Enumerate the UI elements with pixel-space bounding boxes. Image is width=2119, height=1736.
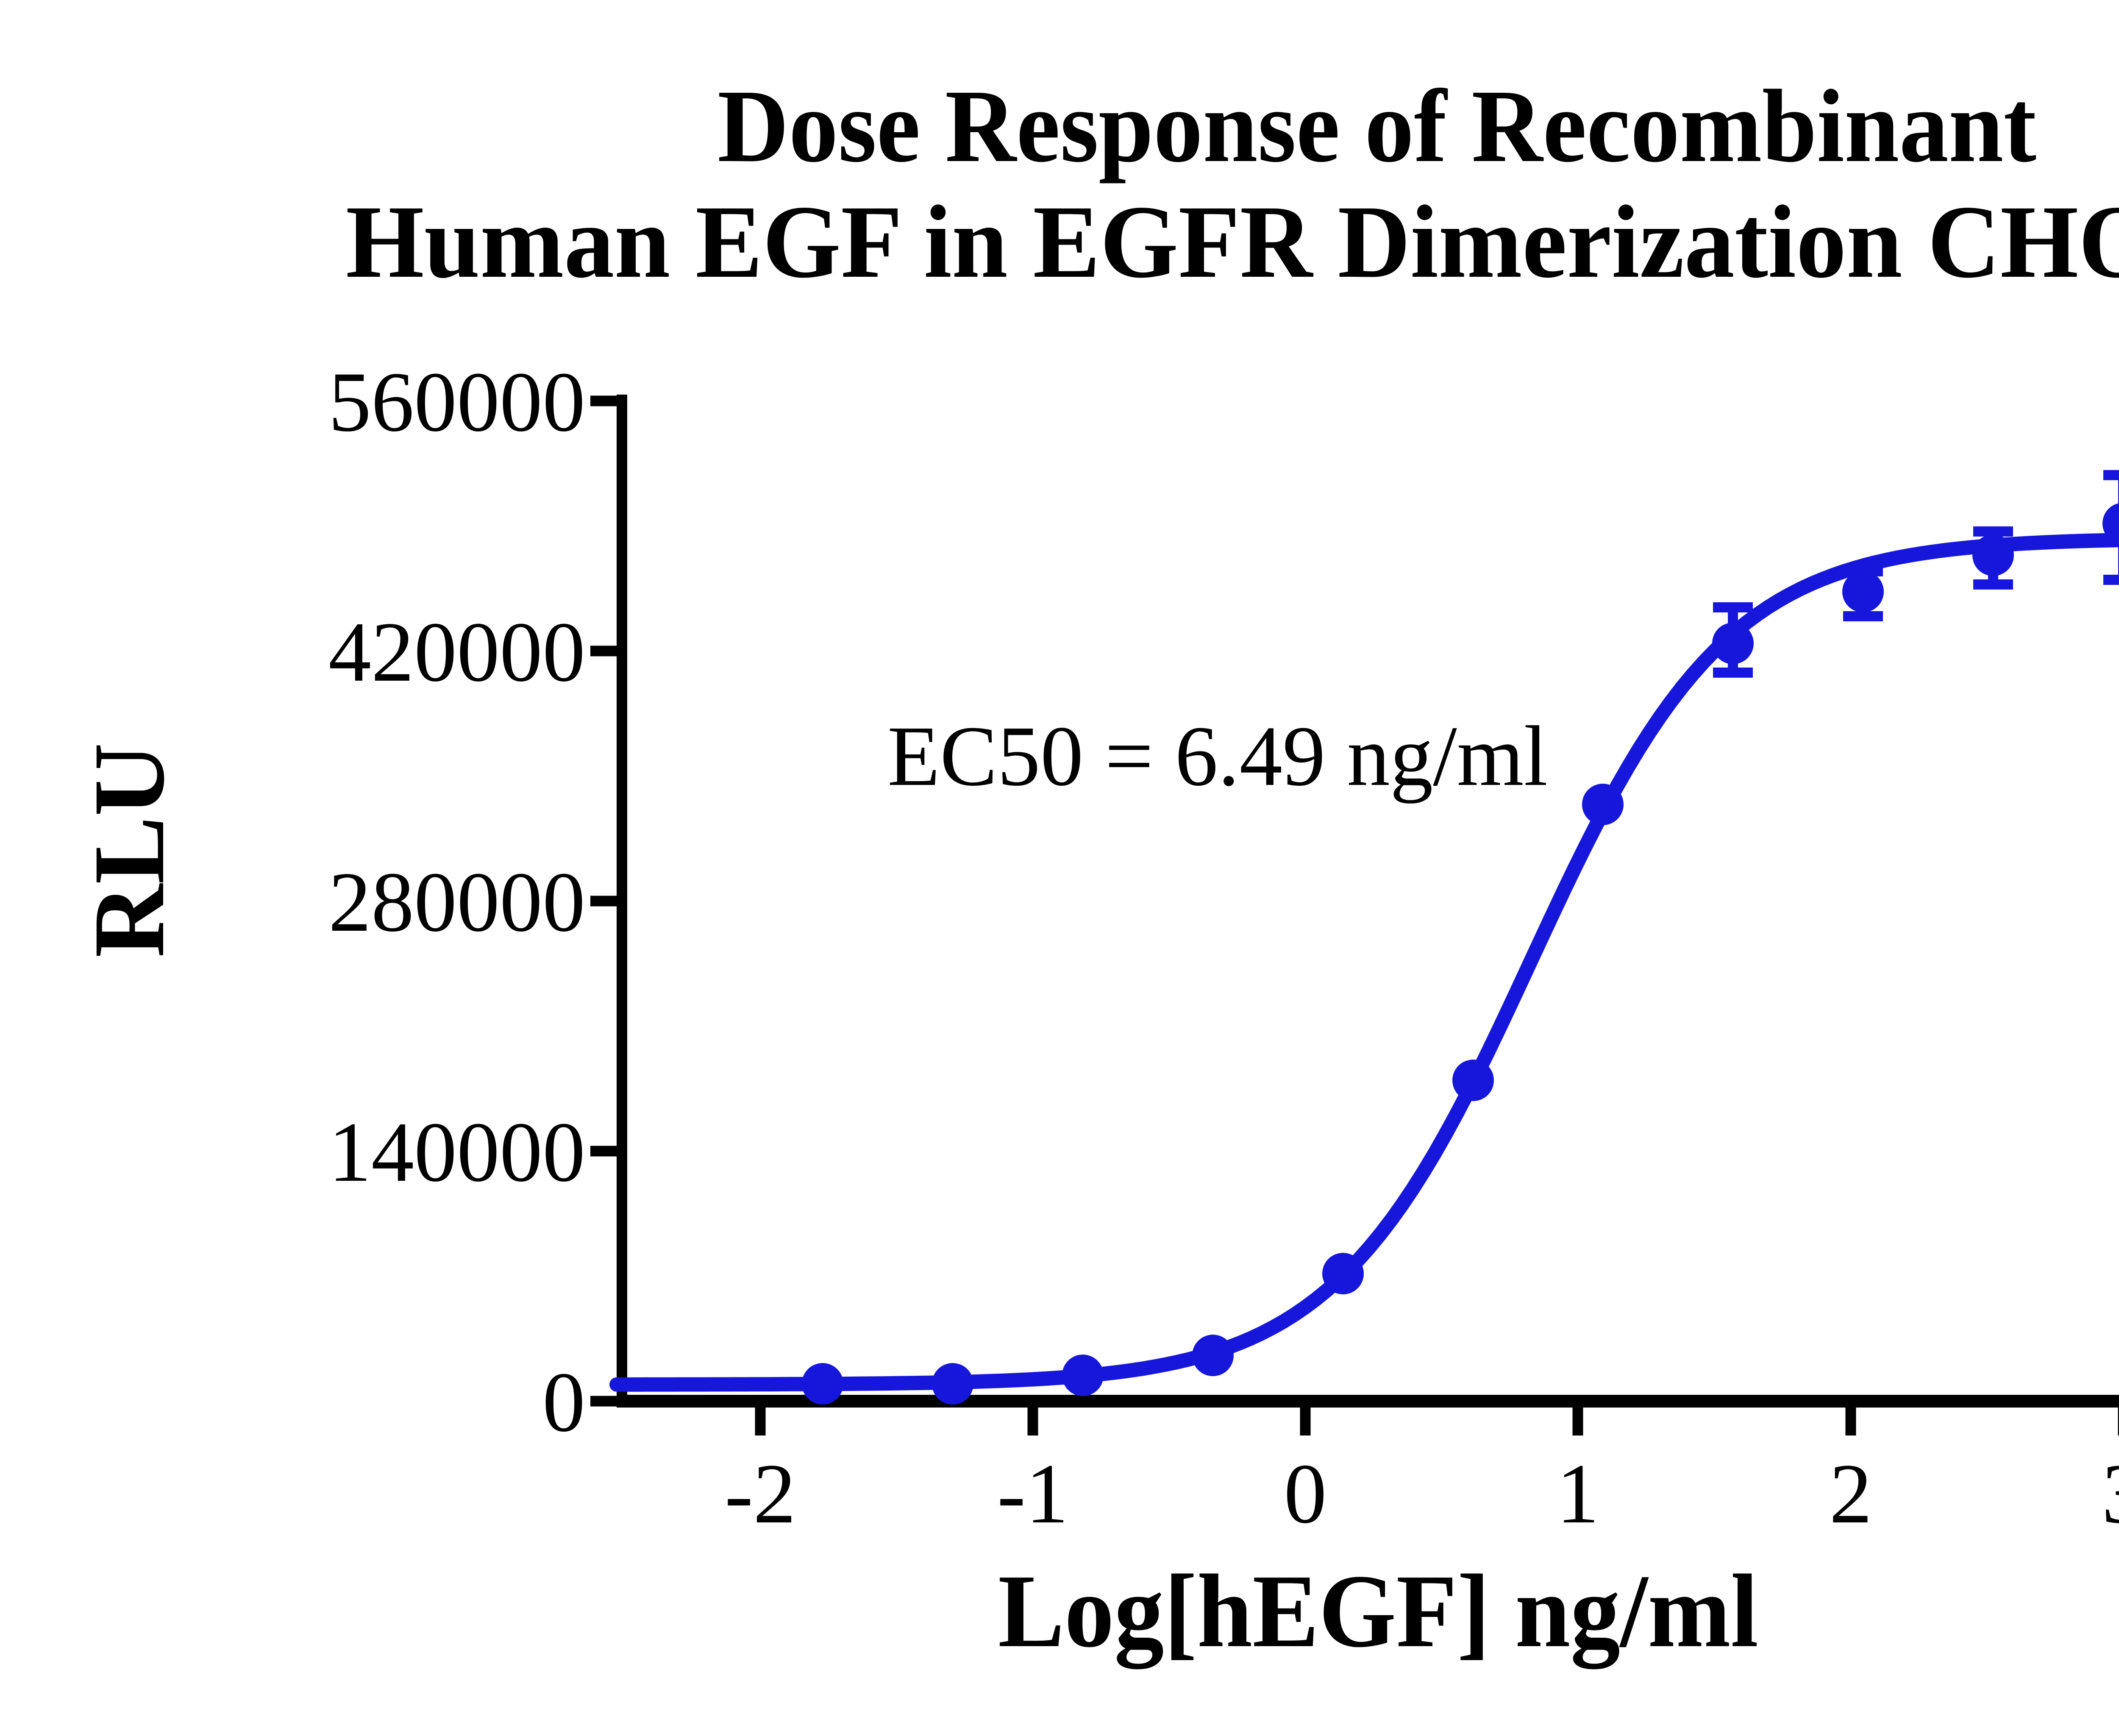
svg-text:140000: 140000: [328, 1104, 585, 1199]
svg-text:-2: -2: [725, 1446, 796, 1541]
svg-text:Human EGF in EGFR Dimerization: Human EGF in EGFR Dimerization CHO ( C16…: [346, 171, 2119, 300]
svg-text:Dose Response of Recombinant: Dose Response of Recombinant: [717, 69, 2036, 184]
svg-text:420000: 420000: [328, 604, 585, 699]
svg-text:560000: 560000: [328, 354, 585, 449]
svg-text:280000: 280000: [328, 854, 585, 949]
svg-text:EC50 = 6.49 ng/ml: EC50 = 6.49 ng/ml: [887, 708, 1548, 804]
svg-text:Log[hEGF] ng/ml: Log[hEGF] ng/ml: [998, 1553, 1758, 1669]
svg-text:-1: -1: [997, 1446, 1068, 1541]
svg-text:3: 3: [2102, 1446, 2119, 1541]
svg-text:RLU: RLU: [72, 743, 185, 958]
svg-text:2: 2: [1830, 1446, 1872, 1541]
svg-text:1: 1: [1557, 1446, 1599, 1541]
svg-text:0: 0: [1284, 1446, 1327, 1541]
svg-text:0: 0: [542, 1355, 585, 1449]
